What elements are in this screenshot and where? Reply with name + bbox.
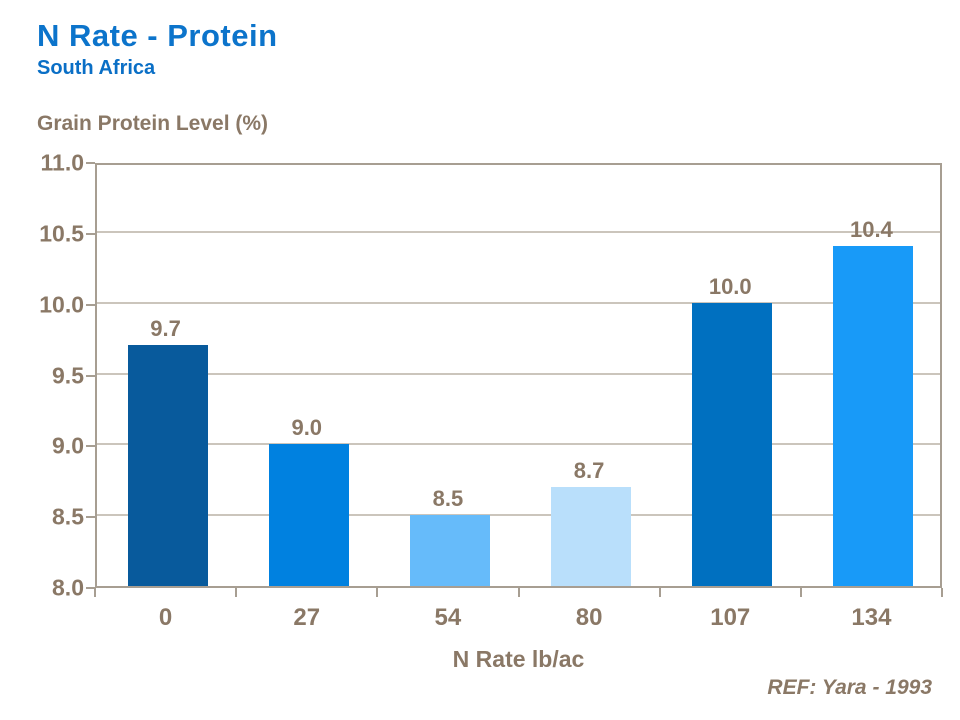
bar-134 [833, 246, 914, 586]
reference-note: REF: Yara - 1993 [767, 676, 932, 699]
x-tick-label: 0 [158, 604, 173, 631]
x-tick-mark [376, 588, 379, 597]
bar-value-label: 8.5 [432, 486, 464, 512]
x-tick-mark [799, 588, 802, 597]
bar-value-label: 9.7 [150, 316, 181, 342]
y-tick-label: 9.5 [52, 362, 84, 388]
y-tick-mark [86, 162, 95, 164]
bar-107 [692, 302, 773, 586]
y-tick-mark [86, 445, 95, 448]
bar-54 [409, 515, 490, 586]
x-tick-mark [941, 588, 943, 597]
y-tick-label: 11.0 [40, 149, 85, 176]
x-tick-label: 80 [575, 604, 603, 631]
y-tick-label: 10.0 [39, 291, 84, 318]
x-tick-label: 54 [434, 604, 462, 631]
chart-title: N Rate - Protein [37, 18, 278, 53]
x-tick-mark [235, 588, 238, 597]
gridline [97, 230, 940, 233]
bar-value-label: 10.4 [849, 217, 893, 242]
gridline [97, 301, 940, 304]
x-tick-mark [94, 588, 96, 597]
bar-27 [268, 444, 349, 586]
x-tick-label: 27 [293, 604, 321, 631]
y-tick-label: 8.5 [52, 503, 84, 530]
x-tick-label: 107 [710, 604, 751, 631]
bar-0 [127, 345, 208, 586]
bar-value-label: 8.7 [573, 457, 605, 483]
y-tick-mark [86, 374, 95, 377]
gridline [97, 372, 940, 375]
y-tick-mark [86, 587, 95, 589]
bar-value-label: 10.0 [708, 273, 752, 299]
y-tick-mark [86, 232, 95, 235]
y-axis-title: Grain Protein Level (%) [37, 112, 269, 135]
x-tick-label: 134 [851, 604, 892, 631]
y-tick-label: 9.0 [52, 432, 84, 459]
gridline [97, 443, 940, 446]
bar-80 [551, 486, 632, 586]
y-tick-label: 10.5 [39, 220, 84, 247]
y-tick-label: 8.0 [52, 574, 84, 601]
x-axis-title: N Rate lb/ac [452, 646, 585, 672]
bar-value-label: 9.0 [291, 415, 323, 441]
gridline [97, 514, 940, 517]
plot-area [95, 163, 942, 588]
y-tick-mark [86, 516, 95, 519]
chart-subtitle: South Africa [37, 57, 156, 79]
x-tick-mark [658, 588, 661, 597]
x-tick-mark [517, 588, 520, 597]
y-tick-mark [86, 303, 95, 306]
